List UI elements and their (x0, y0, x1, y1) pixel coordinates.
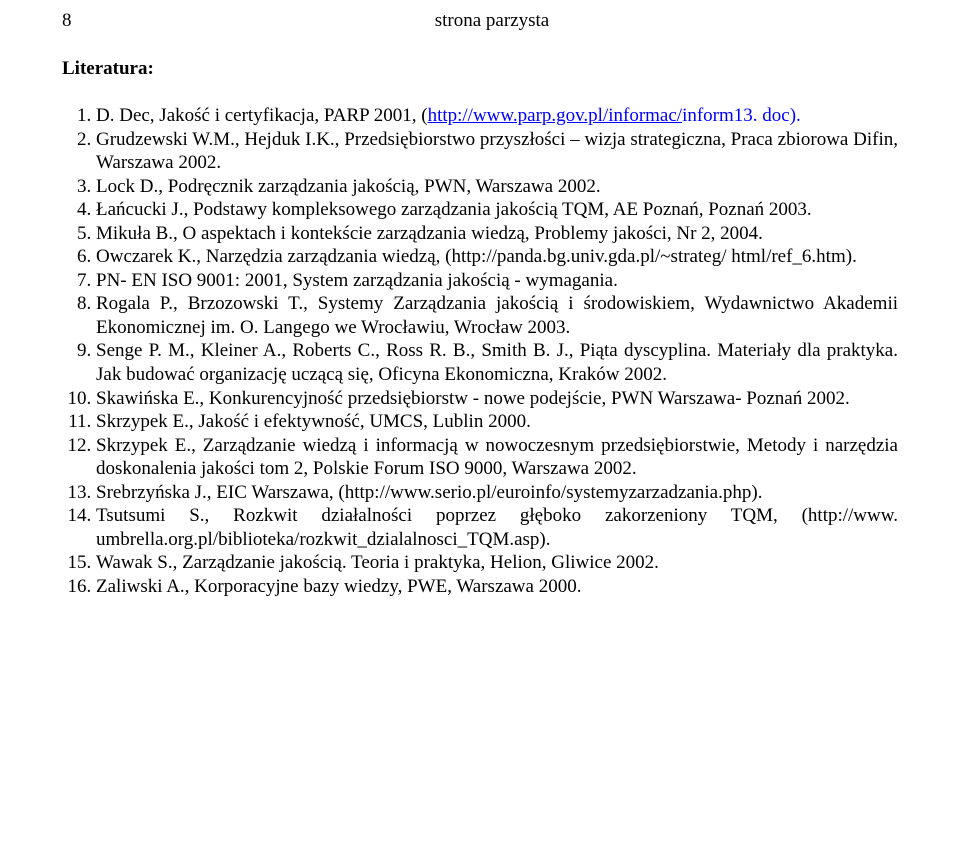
ref-text: Lock D., Podręcznik zarządzania jakością… (96, 176, 601, 197)
reference-item: Wawak S., Zarządzanie jakością. Teoria i… (96, 551, 898, 575)
ref-text: Skawińska E., Konkurencyjność przedsiębi… (96, 388, 850, 409)
ref-text: Mikuła B., O aspektach i kontekście zarz… (96, 223, 763, 244)
document-page: 8 strona parzysta Literatura: D. Dec, Ja… (0, 0, 960, 618)
reference-item: Mikuła B., O aspektach i kontekście zarz… (96, 222, 898, 246)
ref-text: Łańcucki J., Podstawy kompleksowego zarz… (96, 199, 812, 220)
ref-text: Skrzypek E., Jakość i efektywność, UMCS,… (96, 411, 531, 432)
ref-text: Zaliwski A., Korporacyjne bazy wiedzy, P… (96, 576, 581, 597)
reference-item: Skawińska E., Konkurencyjność przedsiębi… (96, 387, 898, 411)
reference-item: Rogala P., Brzozowski T., Systemy Zarząd… (96, 292, 898, 339)
page-header: 8 strona parzysta (62, 10, 898, 32)
ref-text: Rogala P., Brzozowski T., Systemy Zarząd… (96, 293, 898, 338)
ref-text: Wawak S., Zarządzanie jakością. Teoria i… (96, 552, 659, 573)
reference-item: D. Dec, Jakość i certyfikacja, PARP 2001… (96, 104, 898, 128)
running-title: strona parzysta (86, 10, 898, 32)
reference-item: Lock D., Podręcznik zarządzania jakością… (96, 175, 898, 199)
ref-text: Skrzypek E., Zarządzanie wiedzą i inform… (96, 435, 898, 480)
ref-text: Grudzewski W.M., Hejduk I.K., Przedsiębi… (96, 129, 898, 174)
reference-item: Łańcucki J., Podstawy kompleksowego zarz… (96, 198, 898, 222)
reference-item: Zaliwski A., Korporacyjne bazy wiedzy, P… (96, 575, 898, 599)
section-title: Literatura: (62, 58, 898, 80)
reference-item: PN- EN ISO 9001: 2001, System zarządzani… (96, 269, 898, 293)
references-list: D. Dec, Jakość i certyfikacja, PARP 2001… (62, 104, 898, 598)
reference-item: Skrzypek E., Zarządzanie wiedzą i inform… (96, 434, 898, 481)
ref-text: Tsutsumi S., Rozkwit działalności poprze… (96, 505, 898, 550)
reference-item: Tsutsumi S., Rozkwit działalności poprze… (96, 504, 898, 551)
ref-text: Senge P. M., Kleiner A., Roberts C., Ros… (96, 340, 898, 385)
ref-text: Owczarek K., Narzędzia zarządzania wiedz… (96, 246, 857, 267)
reference-item: Owczarek K., Narzędzia zarządzania wiedz… (96, 245, 898, 269)
reference-item: Senge P. M., Kleiner A., Roberts C., Ros… (96, 339, 898, 386)
ref-text: inform13. doc). (682, 105, 801, 126)
reference-item: Srebrzyńska J., EIC Warszawa, (http://ww… (96, 481, 898, 505)
ref-text: PN- EN ISO 9001: 2001, System zarządzani… (96, 270, 618, 291)
reference-item: Grudzewski W.M., Hejduk I.K., Przedsiębi… (96, 128, 898, 175)
ref-text: Srebrzyńska J., EIC Warszawa, (http://ww… (96, 482, 762, 503)
reference-item: Skrzypek E., Jakość i efektywność, UMCS,… (96, 410, 898, 434)
ref-link[interactable]: http://www.parp.gov.pl/informac/ (428, 105, 683, 126)
page-number: 8 (62, 10, 86, 32)
ref-text: D. Dec, Jakość i certyfikacja, PARP 2001… (96, 105, 428, 126)
